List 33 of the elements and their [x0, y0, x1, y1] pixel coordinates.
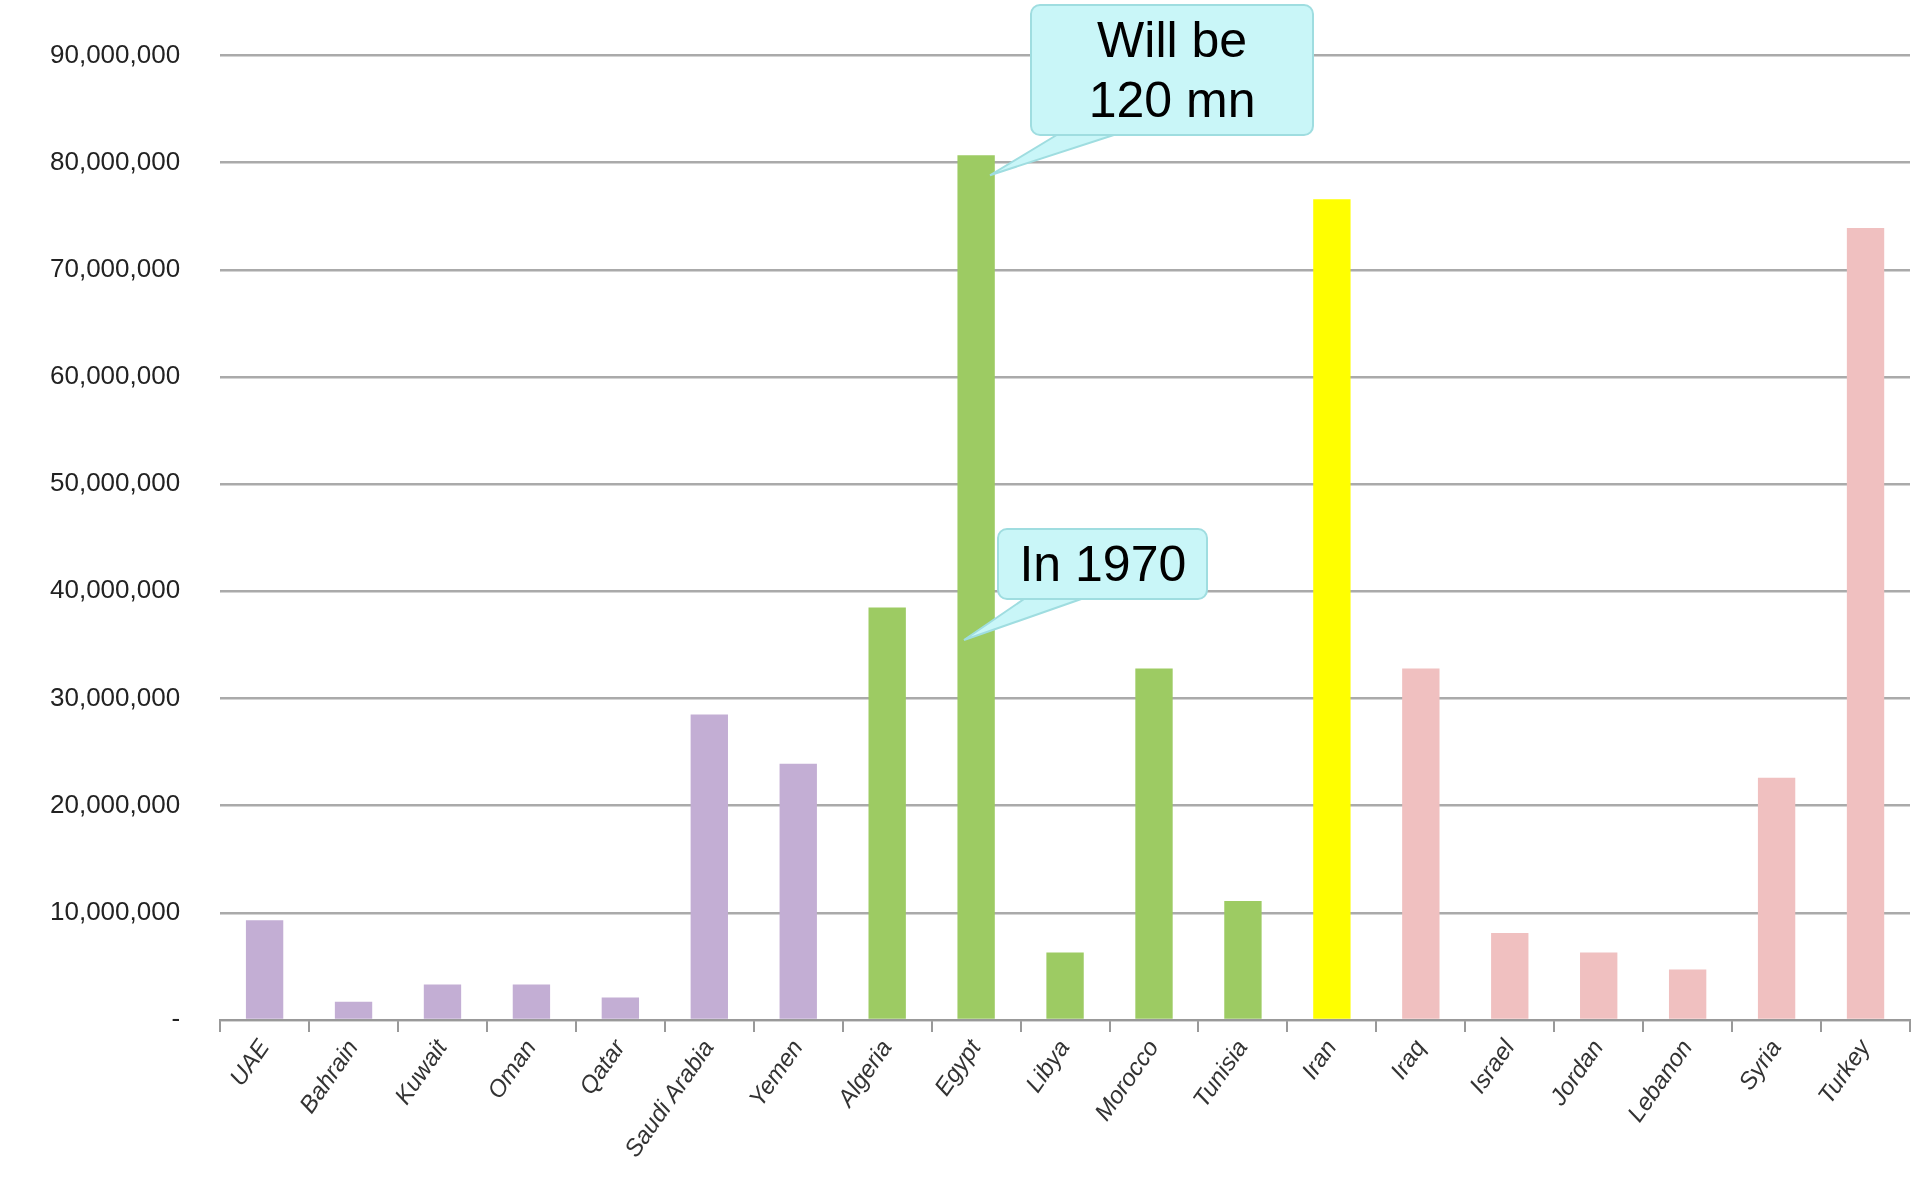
bar	[1757, 777, 1796, 1019]
bar	[1668, 969, 1707, 1019]
y-tick-label: -	[171, 1003, 181, 1034]
y-tick-label: 60,000,000	[49, 360, 181, 391]
bar	[1046, 952, 1084, 1019]
x-tick-label: Iran	[1295, 1034, 1342, 1084]
bar	[957, 155, 995, 1019]
y-tick-label: 70,000,000	[49, 253, 181, 284]
bar	[690, 714, 728, 1019]
bar	[1224, 900, 1262, 1019]
y-tick-label: 40,000,000	[49, 574, 181, 605]
bar	[1313, 199, 1351, 1019]
bar	[1846, 228, 1885, 1019]
bar	[1580, 952, 1618, 1019]
bar	[512, 984, 551, 1019]
annotation: In 1970	[997, 528, 1209, 601]
y-tick-label: 90,000,000	[49, 38, 181, 69]
bar	[868, 607, 906, 1019]
bar	[779, 763, 817, 1019]
annotation: Will be 120 mn	[1030, 4, 1315, 136]
y-tick-label: 20,000,000	[49, 788, 181, 819]
y-tick-label: 80,000,000	[49, 145, 181, 176]
bar	[1135, 668, 1173, 1019]
y-tick-label: 30,000,000	[49, 681, 181, 712]
x-tick-label: Iraq	[1384, 1033, 1431, 1084]
bar	[334, 1001, 373, 1019]
y-tick-label: 10,000,000	[49, 895, 181, 926]
bar	[601, 997, 640, 1019]
bar	[423, 984, 462, 1019]
bar	[1491, 933, 1529, 1019]
bar	[245, 920, 284, 1019]
y-tick-label: 50,000,000	[49, 467, 181, 498]
bar	[1402, 668, 1440, 1019]
